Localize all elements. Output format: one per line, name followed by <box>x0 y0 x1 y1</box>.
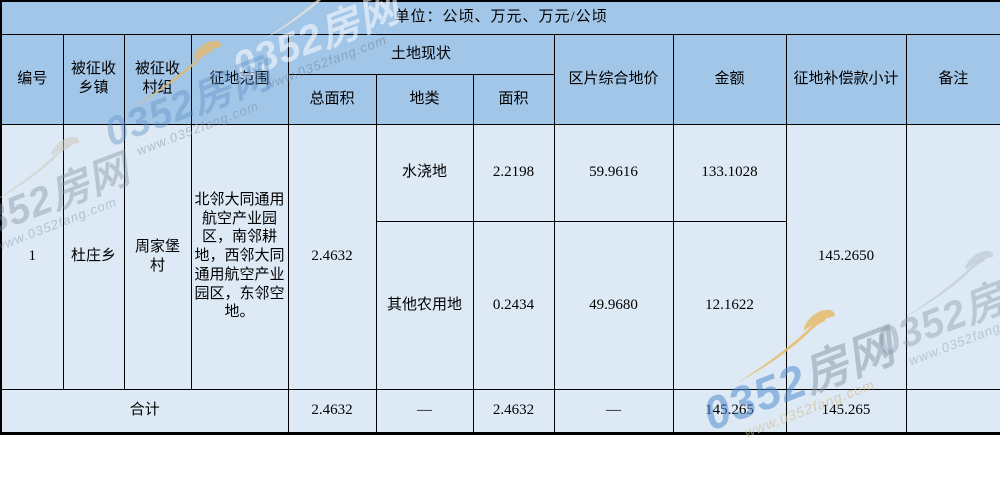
cell-land-type-1: 水浇地 <box>375 123 474 222</box>
header-total-area: 总面积 <box>287 73 377 125</box>
total-area: 2.4632 <box>472 388 555 434</box>
cell-subtotal: 145.2650 <box>785 123 907 390</box>
cell-remark <box>905 123 1000 390</box>
header-district-price: 区片综合地价 <box>553 33 674 125</box>
header-amount: 金额 <box>672 33 787 125</box>
header-land-status: 土地现状 <box>287 33 555 75</box>
total-district-price: — <box>553 388 674 434</box>
total-amount: 145.265 <box>672 388 787 434</box>
cell-township: 杜庄乡 <box>62 123 125 390</box>
cell-district-price-1: 59.9616 <box>553 123 674 222</box>
unit-note: 单位：公顷、万元、万元/公顷 <box>0 0 1000 35</box>
header-id: 编号 <box>0 33 64 125</box>
cell-area-1: 2.2198 <box>472 123 555 222</box>
total-label: 合计 <box>0 388 289 434</box>
total-land-type: — <box>375 388 474 434</box>
header-scope: 征地范围 <box>190 33 289 125</box>
cell-amount-1: 133.1028 <box>672 123 787 222</box>
cell-amount-2: 12.1622 <box>672 220 787 390</box>
total-total-area: 2.4632 <box>287 388 377 434</box>
header-village: 被征收村组 <box>123 33 192 125</box>
cell-area-2: 0.2434 <box>472 220 555 390</box>
compensation-table-sheet: 单位：公顷、万元、万元/公顷 编号 被征收乡镇 被征收村组 征地范围 土地现状 … <box>0 0 1000 441</box>
header-land-type: 地类 <box>375 73 474 125</box>
header-area: 面积 <box>472 73 555 125</box>
header-remark: 备注 <box>905 33 1000 125</box>
land-compensation-table: 单位：公顷、万元、万元/公顷 编号 被征收乡镇 被征收村组 征地范围 土地现状 … <box>0 0 1000 435</box>
total-remark <box>905 388 1000 434</box>
cell-district-price-2: 49.9680 <box>553 220 674 390</box>
header-subtotal: 征地补偿款小计 <box>785 33 907 125</box>
total-subtotal: 145.265 <box>785 388 907 434</box>
header-township: 被征收乡镇 <box>62 33 125 125</box>
cell-scope: 北邻大同通用航空产业园区，南邻耕地，西邻大同通用航空产业园区，东邻空地。 <box>190 123 289 390</box>
cell-total-area: 2.4632 <box>287 123 377 390</box>
cell-id: 1 <box>0 123 64 390</box>
cell-land-type-2: 其他农用地 <box>375 220 474 390</box>
cell-village: 周家堡村 <box>123 123 192 390</box>
